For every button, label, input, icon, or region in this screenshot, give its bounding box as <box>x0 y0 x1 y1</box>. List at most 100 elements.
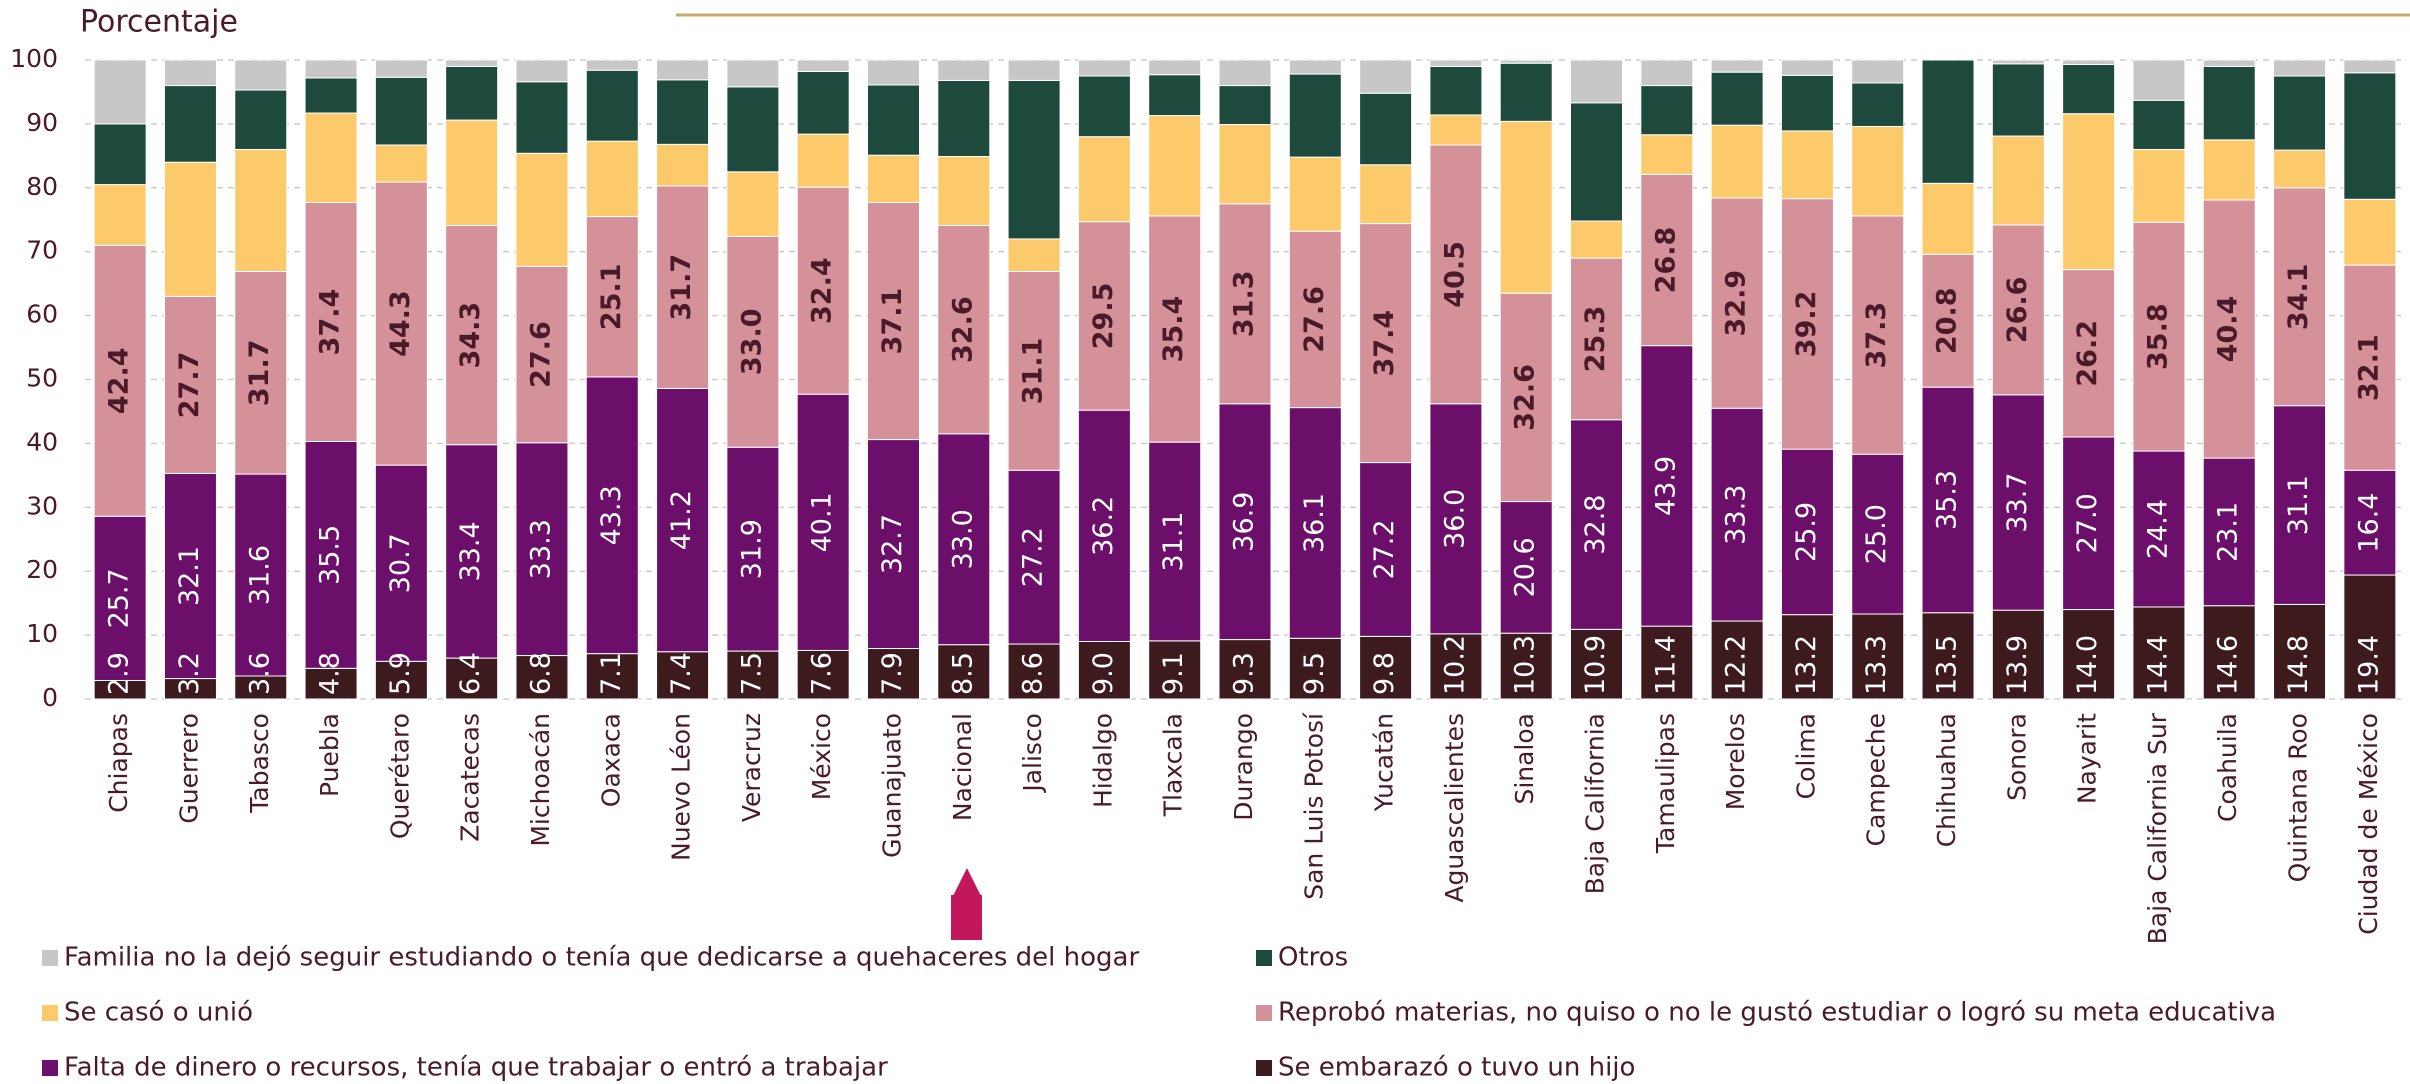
bar-segment <box>1991 224 2045 396</box>
data-label: 31.1 <box>1158 511 1189 571</box>
bar-segment <box>656 79 710 145</box>
data-label: 3.6 <box>244 652 275 695</box>
data-label: 29.5 <box>1088 283 1119 350</box>
x-tick-label: Campeche <box>1862 713 1891 846</box>
bar-segment <box>515 81 569 154</box>
data-label: 40.4 <box>2213 296 2244 363</box>
bar-segment <box>445 119 499 227</box>
bar-segment <box>1570 628 1624 700</box>
data-label: 20.8 <box>1932 287 1963 354</box>
bar-segment <box>1148 59 1202 76</box>
data-label: 41.2 <box>666 490 697 550</box>
bar-segment <box>866 84 920 156</box>
data-label: 6.8 <box>525 652 556 695</box>
legend-label: Otros <box>1278 943 1348 973</box>
data-label: 35.3 <box>1932 470 1963 530</box>
data-label: 31.1 <box>1018 338 1049 405</box>
data-label: 37.1 <box>877 288 908 355</box>
data-label: 24.4 <box>2142 499 2173 559</box>
data-label: 23.1 <box>2213 502 2244 562</box>
bar-segment <box>1218 203 1272 405</box>
bar-segment <box>1991 135 2045 226</box>
legend-swatch <box>1256 1060 1272 1076</box>
x-tick-label: Michoacán <box>526 713 555 847</box>
bar-segment <box>585 140 639 218</box>
data-label: 36.1 <box>1299 493 1330 553</box>
bar-segment <box>1499 501 1553 634</box>
x-tick-label: Querétaro <box>385 713 414 839</box>
bar-segment <box>2343 264 2397 471</box>
y-tick-label: 80 <box>26 172 58 201</box>
bar-segment <box>234 473 288 677</box>
x-tick-label: Chihuahua <box>1932 713 1961 847</box>
bar-segment <box>1710 71 1764 126</box>
x-tick-label: Guerrero <box>174 713 203 824</box>
data-label: 27.2 <box>1018 527 1049 587</box>
legend-swatch <box>1256 950 1272 966</box>
legend-label: Reprobó materias, no quiso o no le gustó… <box>1278 998 2276 1028</box>
data-label: 7.9 <box>877 652 908 695</box>
grid: 0 10 20 30 40 50 60 70 80 90 100 <box>10 44 2405 712</box>
bar-segment <box>937 59 991 81</box>
bar-segment <box>1218 639 1272 700</box>
bar-segment <box>515 442 569 657</box>
data-label: 25.9 <box>1791 502 1822 562</box>
bar-segment <box>585 69 639 142</box>
x-tick-label: México <box>807 713 836 800</box>
data-label: 5.9 <box>385 652 416 695</box>
data-label: 33.3 <box>525 519 556 579</box>
bar-segment <box>1991 63 2045 137</box>
data-label: 31.9 <box>736 519 767 579</box>
bar-segment <box>726 171 780 237</box>
data-label: 33.0 <box>736 308 767 375</box>
bar-segment <box>866 154 920 203</box>
data-label: 32.6 <box>1510 364 1541 431</box>
bar-segment <box>1288 59 1342 75</box>
data-label: 27.2 <box>1369 519 1400 579</box>
bar-segment <box>2343 59 2397 74</box>
bar-segment <box>656 59 710 81</box>
bar-segment <box>585 653 639 700</box>
bar-segment <box>1218 124 1272 205</box>
bar-segment <box>866 648 920 700</box>
bar-segment <box>1007 469 1061 645</box>
x-tick-label: Puebla <box>315 713 344 797</box>
data-label: 44.3 <box>385 290 416 357</box>
y-tick-label: 50 <box>26 364 58 393</box>
bar-segment <box>1148 215 1202 443</box>
data-label: 16.4 <box>2353 493 2384 553</box>
x-tick-label: Hidalgo <box>1088 713 1117 808</box>
data-label: 39.2 <box>1791 291 1822 358</box>
x-tick-label: Nacional <box>948 713 977 821</box>
x-tick-label: Chiapas <box>104 713 133 813</box>
bar-segment <box>1359 92 1413 166</box>
x-tick-label: Durango <box>1229 713 1258 821</box>
bar-segment <box>93 515 147 681</box>
bar-segment <box>1288 73 1342 158</box>
bar-segment <box>304 440 358 669</box>
bars <box>93 59 2397 700</box>
data-label: 13.3 <box>1861 635 1892 695</box>
bar-segment <box>1780 448 1834 616</box>
data-label: 20.6 <box>1510 537 1541 597</box>
bar-segment <box>1148 441 1202 642</box>
bar-segment <box>1640 59 1694 87</box>
data-label: 36.9 <box>1229 492 1260 552</box>
bar-segment <box>796 59 850 73</box>
data-label: 35.4 <box>1158 296 1189 363</box>
data-label: 31.6 <box>244 545 275 605</box>
bar-segment <box>656 143 710 187</box>
legend-label: Se casó o unió <box>64 998 253 1028</box>
bar-segment <box>1429 65 1483 116</box>
bar-segment <box>1499 62 1553 122</box>
data-label: 32.6 <box>947 296 978 363</box>
legend-label: Se embarazó o tuvo un hijo <box>1278 1053 1635 1083</box>
bar-segment <box>726 446 780 652</box>
bar-segment <box>374 181 428 466</box>
bar-segment <box>2132 59 2186 101</box>
data-label: 31.7 <box>244 339 275 406</box>
bar-segment <box>1359 462 1413 637</box>
bar-segment <box>2343 198 2397 266</box>
data-label: 9.3 <box>1229 652 1260 695</box>
bar-segment <box>163 161 217 297</box>
